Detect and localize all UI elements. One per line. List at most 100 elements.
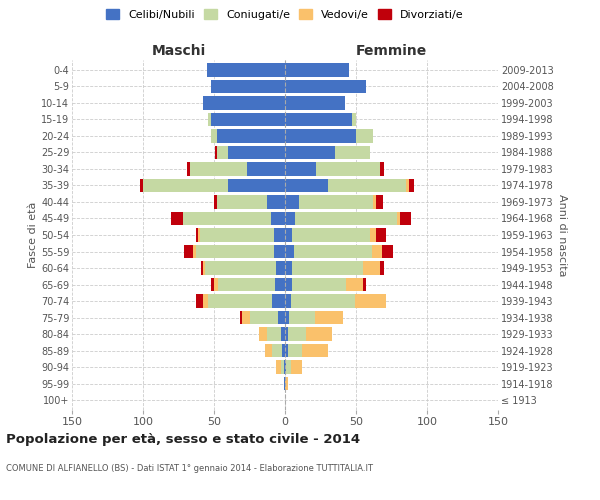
Bar xyxy=(196,294,203,308)
Bar xyxy=(266,196,285,208)
Bar xyxy=(215,146,217,159)
Bar xyxy=(278,311,285,324)
Bar xyxy=(284,360,285,374)
Bar xyxy=(277,262,285,274)
Bar xyxy=(299,196,373,208)
Bar xyxy=(285,96,344,110)
Bar xyxy=(286,360,290,374)
Bar xyxy=(292,262,363,274)
Bar xyxy=(203,262,205,274)
Bar xyxy=(346,278,363,291)
Bar xyxy=(284,377,285,390)
Bar xyxy=(316,162,380,175)
Bar xyxy=(285,64,349,76)
Bar xyxy=(218,278,275,291)
Bar xyxy=(289,311,315,324)
Bar xyxy=(193,245,196,258)
Bar xyxy=(285,212,295,225)
Bar xyxy=(205,262,277,274)
Bar xyxy=(285,311,289,324)
Bar xyxy=(203,96,285,110)
Bar xyxy=(285,377,288,390)
Bar xyxy=(200,228,274,241)
Bar xyxy=(285,130,356,142)
Bar xyxy=(288,328,306,340)
Bar xyxy=(285,113,352,126)
Bar xyxy=(211,278,214,291)
Bar xyxy=(217,130,285,142)
Bar xyxy=(285,328,288,340)
Bar xyxy=(266,328,281,340)
Bar xyxy=(356,130,373,142)
Bar xyxy=(217,146,228,159)
Bar xyxy=(211,80,285,93)
Bar xyxy=(172,212,183,225)
Bar xyxy=(281,360,284,374)
Bar xyxy=(242,311,250,324)
Bar xyxy=(250,311,278,324)
Bar xyxy=(274,245,285,258)
Bar xyxy=(274,228,285,241)
Bar xyxy=(363,262,380,274)
Bar xyxy=(285,179,328,192)
Bar xyxy=(239,311,242,324)
Bar xyxy=(285,262,292,274)
Bar xyxy=(285,294,290,308)
Bar xyxy=(409,179,414,192)
Legend: Celibi/Nubili, Coniugati/e, Vedovi/e, Divorziati/e: Celibi/Nubili, Coniugati/e, Vedovi/e, Di… xyxy=(103,6,467,24)
Bar xyxy=(265,344,272,357)
Bar xyxy=(271,212,285,225)
Bar xyxy=(373,196,376,208)
Bar xyxy=(203,294,208,308)
Bar xyxy=(199,228,200,241)
Bar xyxy=(363,278,366,291)
Bar xyxy=(382,245,393,258)
Bar xyxy=(285,245,293,258)
Bar xyxy=(217,196,266,208)
Bar xyxy=(214,196,217,208)
Bar xyxy=(302,344,328,357)
Bar xyxy=(207,64,285,76)
Bar xyxy=(277,360,281,374)
Bar xyxy=(211,113,285,126)
Bar xyxy=(307,328,332,340)
Bar xyxy=(292,278,346,291)
Bar xyxy=(208,113,211,126)
Bar xyxy=(211,130,217,142)
Bar xyxy=(290,360,302,374)
Bar xyxy=(285,360,286,374)
Bar xyxy=(285,162,316,175)
Text: COMUNE DI ALFIANELLO (BS) - Dati ISTAT 1° gennaio 2014 - Elaborazione TUTTITALIA: COMUNE DI ALFIANELLO (BS) - Dati ISTAT 1… xyxy=(6,464,373,473)
Bar xyxy=(272,294,285,308)
Bar xyxy=(335,146,370,159)
Bar xyxy=(370,228,376,241)
Bar xyxy=(285,196,299,208)
Bar xyxy=(201,262,203,274)
Bar xyxy=(275,278,285,291)
Bar xyxy=(187,162,190,175)
Bar xyxy=(293,245,371,258)
Bar xyxy=(196,245,274,258)
Bar xyxy=(285,146,335,159)
Bar xyxy=(315,311,343,324)
Bar xyxy=(285,278,292,291)
Bar xyxy=(292,228,370,241)
Bar xyxy=(371,245,382,258)
Bar xyxy=(397,212,400,225)
Bar xyxy=(295,212,397,225)
Bar xyxy=(290,294,355,308)
Bar xyxy=(328,179,406,192)
Bar xyxy=(285,80,366,93)
Bar xyxy=(247,162,285,175)
Y-axis label: Anni di nascita: Anni di nascita xyxy=(557,194,568,276)
Bar xyxy=(352,113,356,126)
Bar xyxy=(376,196,383,208)
Bar xyxy=(190,162,247,175)
Bar xyxy=(228,146,285,159)
Bar xyxy=(380,162,385,175)
Bar xyxy=(281,328,285,340)
Text: Maschi: Maschi xyxy=(151,44,206,59)
Bar xyxy=(184,245,193,258)
Bar xyxy=(140,179,143,192)
Bar xyxy=(288,344,302,357)
